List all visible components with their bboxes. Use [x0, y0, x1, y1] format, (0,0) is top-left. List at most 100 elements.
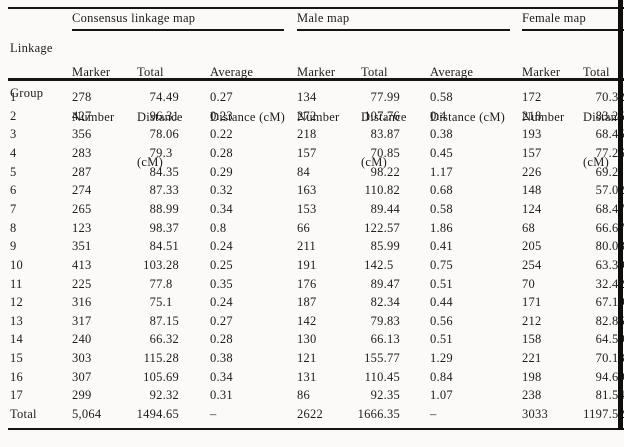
consensus-marker-number-cell: 287	[72, 164, 92, 179]
male-total-distance-cell: 85.	[370, 239, 387, 254]
linkage-group-cell: 13	[10, 313, 23, 328]
male-marker-number-cell: 134	[297, 90, 317, 104]
male-total-distance-cell-fraction: 57	[387, 220, 400, 235]
consensus-average-distance-cell: 0.24	[210, 295, 233, 310]
consensus-marker-number-cell: 356	[72, 127, 92, 142]
male-total-distance-cell: 155.	[364, 351, 387, 366]
consensus-total-distance-cell-fraction: 37	[166, 220, 179, 235]
male-total-distance-cell: 66.	[370, 332, 387, 347]
male-average-distance-cell: 0.38	[430, 127, 453, 142]
consensus-average-distance-cell: 0.35	[210, 276, 233, 291]
consensus-marker-number-cell: 303	[72, 351, 92, 366]
male-average-distance-cell: 0.45	[430, 145, 453, 160]
linkage-group-cell: 1	[10, 90, 17, 104]
male-average-distance-cell: 1.07	[430, 388, 453, 403]
consensus-marker-number-cell: 5,064	[72, 407, 102, 422]
consensus-marker-number-cell: 427	[72, 108, 92, 123]
male-average-distance-cell: 0.44	[430, 295, 453, 310]
linkage-group-cell: 14	[10, 332, 23, 347]
female-map-group-header: Female map	[522, 11, 586, 25]
male-total-distance-cell-fraction: 5	[387, 257, 394, 272]
consensus-map-group-header: Consensus linkage map	[72, 11, 196, 25]
female-total-distance-cell: 66.	[595, 220, 612, 235]
male-total-distance-cell-fraction: 85	[387, 145, 400, 160]
linkage-group-cell: 17	[10, 388, 23, 403]
consensus-marker-number-cell: 265	[72, 201, 92, 216]
male-total-distance-cell-fraction: 83	[387, 313, 400, 328]
male-total-distance-cell: 82.	[370, 295, 387, 310]
linkage-group-header-line2: Group	[10, 86, 44, 100]
consensus-total-distance-cell-fraction: 3	[166, 145, 173, 160]
consensus-total-distance-cell: 84.	[149, 239, 166, 254]
male-average-distance-cell: 0.4	[430, 108, 447, 123]
male-map-group-header: Male map	[297, 11, 350, 25]
female-total-distance-cell: 68.	[595, 127, 612, 142]
consensus-average-distance-cell: 0.24	[210, 239, 233, 254]
consensus-total-distance-cell-fraction: 33	[166, 183, 179, 198]
consensus-total-distance-cell-fraction: 99	[166, 201, 179, 216]
consensus-total-distance-cell-fraction: 51	[166, 239, 179, 254]
consensus-total-distance-header: Total Distance (cM)	[137, 65, 183, 169]
table-row: 5 287 84. 35 0.29 84 98. 22 1.17 226 69. 2	[0, 163, 624, 182]
consensus-total-distance-cell: 92.	[149, 388, 166, 403]
male-total-distance-cell-fraction: 99	[387, 90, 400, 104]
male-average-distance-cell: 0.41	[430, 239, 453, 254]
consensus-total-distance-cell: 78.	[149, 127, 166, 142]
female-total-distance-cell: 32.	[595, 276, 612, 291]
consensus-marker-number-cell: 278	[72, 90, 92, 104]
consensus-average-distance-header: Average Distance (cM)	[210, 65, 286, 124]
consensus-total-distance-cell-fraction: 8	[166, 276, 173, 291]
female-marker-number-cell: 198	[522, 369, 542, 384]
consensus-average-distance-cell: 0.31	[210, 388, 233, 403]
male-average-distance-cell: 0.58	[430, 90, 453, 104]
consensus-total-distance-cell: 103.	[143, 257, 166, 272]
male-total-distance-cell-fraction: 22	[387, 164, 400, 179]
linkage-group-cell: 5	[10, 164, 17, 179]
male-marker-number-cell: 2622	[297, 407, 323, 422]
male-group-underline	[297, 29, 510, 31]
female-total-distance-cell: 69.	[595, 164, 612, 179]
male-marker-number-cell: 176	[297, 276, 317, 291]
consensus-marker-number-cell: 123	[72, 220, 92, 235]
linkage-group-cell: Total	[10, 407, 37, 422]
linkage-group-cell: 9	[10, 239, 17, 254]
consensus-marker-number-cell: 299	[72, 388, 92, 403]
linkage-group-cell: 6	[10, 183, 17, 198]
female-marker-number-cell: 157	[522, 145, 542, 160]
male-average-distance-cell: 0.75	[430, 257, 453, 272]
female-total-distance-cell: 70.	[595, 90, 612, 104]
female-marker-number-cell: 218	[522, 108, 542, 123]
consensus-marker-number-cell: 283	[72, 145, 92, 160]
male-total-distance-cell: 122.	[364, 220, 387, 235]
male-average-distance-cell: 0.51	[430, 276, 453, 291]
male-total-distance-cell-fraction: 47	[387, 276, 400, 291]
male-total-distance-cell-fraction: 76	[387, 108, 400, 123]
consensus-marker-number-cell: 316	[72, 295, 92, 310]
male-marker-number-cell: 121	[297, 351, 317, 366]
female-total-distance-cell: 63.	[595, 257, 612, 272]
consensus-marker-number-cell: 413	[72, 257, 92, 272]
male-total-distance-cell: 70.	[370, 145, 387, 160]
linkage-group-cell: 15	[10, 351, 23, 366]
consensus-total-distance-cell-fraction: 15	[166, 313, 179, 328]
male-average-distance-cell: 1.86	[430, 220, 453, 235]
male-total-distance-cell-fraction: 35	[387, 388, 400, 403]
consensus-total-distance-cell: 115.	[143, 351, 166, 366]
female-marker-number-cell: 172	[522, 90, 542, 104]
female-total-distance-cell: 68.	[595, 201, 612, 216]
female-total-distance-cell: 83.	[595, 108, 612, 123]
table-bottom-rule	[8, 428, 624, 430]
linkage-group-cell: 12	[10, 295, 23, 310]
male-total-distance-cell-fraction: 34	[387, 295, 400, 310]
female-marker-number-cell: 158	[522, 332, 542, 347]
consensus-marker-number-cell: 274	[72, 183, 92, 198]
consensus-total-distance-cell-fraction: 28	[166, 351, 179, 366]
female-marker-number-cell: 124	[522, 201, 542, 216]
